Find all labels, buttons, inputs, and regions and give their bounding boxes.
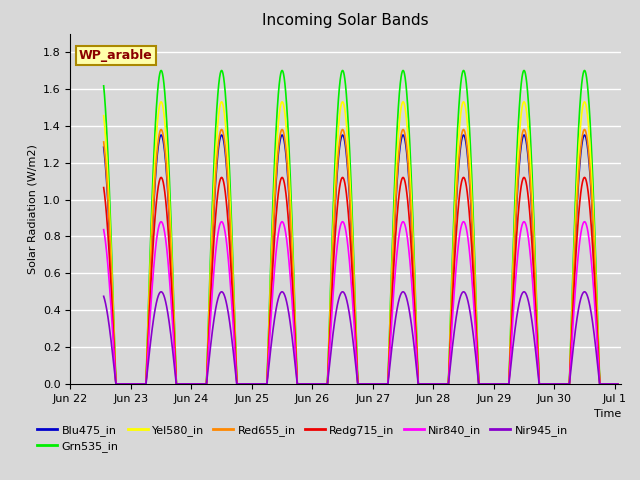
Nir945_in [484,381,492,387]
Nir840_in [100,227,108,232]
Redg715_in [100,185,108,191]
Grn535_in [100,83,108,89]
Line: Grn535_in: Grn535_in [104,71,618,384]
Nir945_in [112,381,120,387]
Grn535_in [296,381,304,387]
Grn535_in [112,381,120,387]
Nir840_in [296,381,304,387]
Blu475_in [523,141,531,146]
Nir840_in [112,381,120,387]
Line: Red655_in: Red655_in [104,130,618,384]
Nir945_in [100,293,108,299]
Red655_in [614,381,621,387]
Redg715_in [408,261,416,266]
Y-axis label: Solar Radiation (W/m2): Solar Radiation (W/m2) [28,144,37,274]
Red655_in [408,233,416,239]
Red655_in [193,381,201,387]
Redg715_in [523,181,531,187]
Redg715_in [435,381,442,387]
Yel580_in [100,113,108,119]
Yel580_in [523,108,531,114]
Blu475_in [100,144,108,150]
Redg715_in [112,381,120,387]
Nir945_in [435,381,442,387]
Yel580_in [193,381,201,387]
Grn535_in [435,381,442,387]
Blu475_in [484,381,492,387]
Line: Nir840_in: Nir840_in [104,222,618,384]
Redg715_in [614,381,621,387]
Yel580_in [614,381,621,387]
Title: Incoming Solar Bands: Incoming Solar Bands [262,13,429,28]
Red655_in [112,381,120,387]
Redg715_in [296,381,304,387]
Yel580_in [112,381,120,387]
Nir945_in [614,381,621,387]
Legend: Blu475_in, Grn535_in, Yel580_in, Red655_in, Redg715_in, Nir840_in, Nir945_in: Blu475_in, Grn535_in, Yel580_in, Red655_… [37,425,568,452]
Nir945_in [408,327,416,333]
Text: WP_arable: WP_arable [79,49,152,62]
Red655_in [484,381,492,387]
Blu475_in [296,381,304,387]
Nir840_in [614,381,621,387]
Blu475_in [193,381,201,387]
Nir840_in [435,381,442,387]
Line: Yel580_in: Yel580_in [104,102,618,384]
Yel580_in [484,381,492,387]
Grn535_in [408,198,416,204]
Blu475_in [408,236,416,242]
Nir840_in [193,381,201,387]
Yel580_in [408,217,416,223]
Redg715_in [484,381,492,387]
Yel580_in [435,381,442,387]
Grn535_in [523,78,531,84]
Text: Time: Time [593,408,621,419]
Nir840_in [408,287,416,292]
Blu475_in [278,132,286,138]
Red655_in [278,127,286,132]
Line: Redg715_in: Redg715_in [104,178,618,384]
Nir840_in [484,381,492,387]
Nir840_in [523,224,531,230]
Blu475_in [112,381,120,387]
Grn535_in [614,381,621,387]
Blu475_in [614,381,621,387]
Line: Blu475_in: Blu475_in [104,135,618,384]
Red655_in [523,135,531,141]
Yel580_in [296,381,304,387]
Nir945_in [278,289,286,295]
Grn535_in [484,381,492,387]
Yel580_in [278,99,286,105]
Red655_in [100,139,108,145]
Blu475_in [435,381,442,387]
Nir840_in [278,219,286,225]
Line: Nir945_in: Nir945_in [104,292,618,384]
Redg715_in [278,175,286,180]
Grn535_in [278,68,286,73]
Nir945_in [193,381,201,387]
Nir945_in [523,292,531,298]
Red655_in [435,381,442,387]
Red655_in [296,381,304,387]
Grn535_in [193,381,201,387]
Nir945_in [296,381,304,387]
Redg715_in [193,381,201,387]
